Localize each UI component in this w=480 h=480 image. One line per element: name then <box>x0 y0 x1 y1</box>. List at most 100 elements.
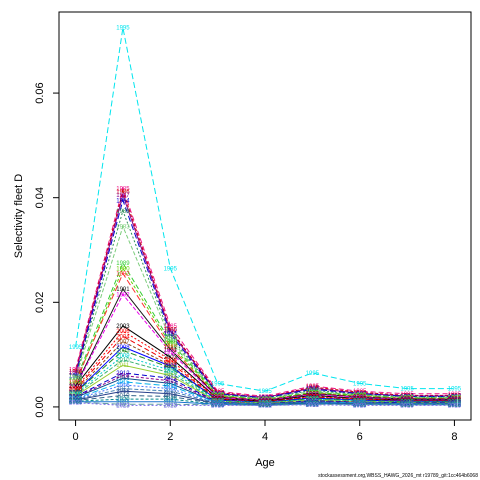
point-year-label: 1989 <box>258 398 272 404</box>
point-year-label: 1992 <box>353 396 367 402</box>
point-year-label: 1987 <box>116 193 130 199</box>
point-year-label: 1992 <box>211 396 225 402</box>
point-year-label: 2007 <box>116 340 130 346</box>
point-year-label: 2021 <box>400 403 414 409</box>
point-year-label: 2014 <box>306 400 320 406</box>
point-year-label: 2011 <box>401 401 415 407</box>
point-year-label: 2019 <box>164 394 178 400</box>
point-year-label: 2013 <box>69 395 83 401</box>
point-year-label: 1995 <box>258 389 272 395</box>
y-axis-label: Selectivity fleet D <box>13 174 25 258</box>
point-year-label: 2013 <box>448 401 462 407</box>
point-year-label: 1988 <box>116 209 130 215</box>
point-year-label: 1985 <box>164 324 178 330</box>
point-year-label: 2020 <box>116 397 130 403</box>
point-year-label: 2008 <box>448 399 462 405</box>
point-year-label: 2023 <box>211 403 225 409</box>
point-year-label: 2015 <box>353 401 367 407</box>
point-year-label: 1992 <box>258 399 272 405</box>
point-year-label: 2012 <box>353 400 367 406</box>
point-year-label: 1990 <box>211 394 225 400</box>
point-year-label: 2005 <box>116 348 130 354</box>
point-year-label: 1990 <box>353 394 367 400</box>
point-year-label: 1982 <box>258 398 272 404</box>
x-tick-label: 0 <box>73 431 79 443</box>
point-year-label: 2019 <box>116 393 130 399</box>
point-year-label: 1983 <box>353 393 367 399</box>
point-year-label: 1987 <box>211 391 225 397</box>
point-year-label: 2016 <box>448 402 462 408</box>
point-year-label: 1983 <box>258 397 272 403</box>
point-year-label: 2018 <box>258 403 272 409</box>
point-year-label: 1991 <box>211 395 225 401</box>
point-year-label: 2010 <box>448 400 462 406</box>
point-year-label: 1995 <box>211 381 225 387</box>
point-year-label: 1987 <box>164 329 178 335</box>
point-year-label: 2016 <box>400 402 414 408</box>
point-year-label: 2008 <box>211 398 225 404</box>
point-year-label: 1982 <box>306 391 320 397</box>
point-year-label: 2012 <box>306 399 320 405</box>
point-year-label: 2022 <box>258 403 272 409</box>
point-year-label: 1984 <box>400 394 414 400</box>
point-year-label: 1988 <box>353 392 367 398</box>
point-year-label: 2004 <box>164 360 178 366</box>
point-year-label: 1983 <box>400 396 414 402</box>
point-year-label: 2020 <box>306 401 320 407</box>
point-year-label: 2009 <box>448 400 462 406</box>
point-year-label: 2022 <box>306 402 320 408</box>
point-year-label: 1992 <box>164 350 178 356</box>
point-year-label: 2018 <box>448 402 462 408</box>
point-year-label: 2013 <box>164 379 178 385</box>
point-year-label: 2009 <box>353 399 367 405</box>
point-year-label: 2012 <box>400 401 414 407</box>
point-year-label: 2013 <box>211 400 225 406</box>
point-year-label: 2015 <box>164 384 178 390</box>
point-year-label: 1986 <box>353 390 367 396</box>
series-line <box>75 381 455 405</box>
point-year-label: 2009 <box>211 399 225 405</box>
point-year-label: 2019 <box>400 402 414 408</box>
point-year-label: 1992 <box>116 292 130 298</box>
point-year-label: 2006 <box>448 399 462 405</box>
point-year-label: 2013 <box>306 399 320 405</box>
point-year-label: 1988 <box>400 395 414 401</box>
point-year-label: 2010 <box>306 398 320 404</box>
point-year-label: 2003 <box>69 384 83 390</box>
point-year-label: 2023 <box>400 403 414 409</box>
point-year-label: 1984 <box>116 198 130 204</box>
point-year-label: 2012 <box>69 394 83 400</box>
point-year-label: 1991 <box>258 399 272 405</box>
point-year-label: 1989 <box>353 393 367 399</box>
point-year-label: 1991 <box>164 347 178 353</box>
point-year-label: 2011 <box>259 401 273 407</box>
point-year-label: 2018 <box>69 398 83 404</box>
point-year-label: 2008 <box>306 396 320 402</box>
point-year-label: 1990 <box>448 397 462 403</box>
point-year-label: 1991 <box>116 287 130 293</box>
point-year-label: 2020 <box>448 402 462 408</box>
point-year-label: 1985 <box>116 186 130 192</box>
point-year-label: 2008 <box>69 390 83 396</box>
point-year-label: 2011 <box>164 374 178 380</box>
point-year-label: 1982 <box>448 397 462 403</box>
point-year-label: 1991 <box>69 384 83 390</box>
point-year-label: 2010 <box>164 371 178 377</box>
point-year-label: 2006 <box>69 387 83 393</box>
point-year-label: 2021 <box>164 400 178 406</box>
point-year-label: 2008 <box>116 345 130 351</box>
point-year-label: 1987 <box>69 371 83 377</box>
point-year-label: 2015 <box>116 380 130 386</box>
point-year-label: 2017 <box>164 389 178 395</box>
point-year-label: 2020 <box>211 402 225 408</box>
point-year-label: 2017 <box>211 401 225 407</box>
point-year-label: 2016 <box>306 400 320 406</box>
point-year-label: 2009 <box>400 400 414 406</box>
y-tick-label: 0.06 <box>34 82 46 103</box>
point-year-label: 1988 <box>211 392 225 398</box>
point-year-label: 1984 <box>69 374 83 380</box>
point-year-label: 1986 <box>164 328 178 334</box>
point-year-label: 1986 <box>116 189 130 195</box>
point-year-label: 2012 <box>164 376 178 382</box>
point-year-label: 1995 <box>353 381 367 387</box>
